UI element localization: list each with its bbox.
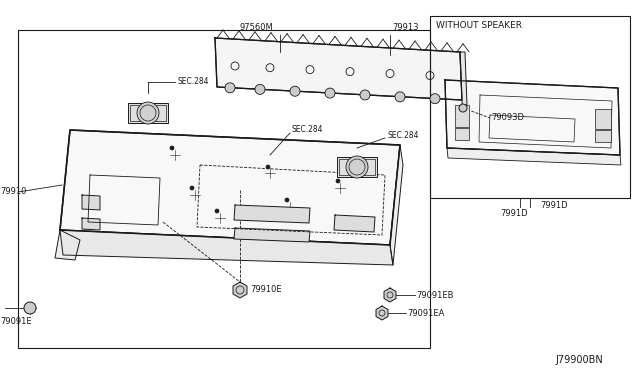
Polygon shape <box>82 195 100 210</box>
Polygon shape <box>334 215 375 232</box>
Bar <box>595 109 611 129</box>
Polygon shape <box>60 230 393 265</box>
Polygon shape <box>233 282 247 298</box>
Bar <box>595 130 611 142</box>
Circle shape <box>225 83 235 93</box>
Polygon shape <box>60 130 400 245</box>
Circle shape <box>336 179 340 183</box>
Circle shape <box>255 84 265 94</box>
Circle shape <box>395 92 405 102</box>
Text: SEC.284: SEC.284 <box>387 131 419 141</box>
Polygon shape <box>82 218 100 230</box>
Polygon shape <box>234 228 310 242</box>
Text: 79913: 79913 <box>392 22 419 32</box>
Circle shape <box>24 302 36 314</box>
Text: 97560M: 97560M <box>240 22 274 32</box>
Circle shape <box>215 209 219 213</box>
Text: 7991D: 7991D <box>500 208 527 218</box>
Polygon shape <box>445 80 620 155</box>
Polygon shape <box>384 288 396 302</box>
Circle shape <box>170 146 174 150</box>
Text: J79900BN: J79900BN <box>555 355 603 365</box>
Text: 79091E: 79091E <box>0 317 31 326</box>
Text: 79091EB: 79091EB <box>416 291 454 299</box>
Text: 79093D: 79093D <box>491 113 524 122</box>
Polygon shape <box>234 205 310 223</box>
Polygon shape <box>460 52 467 105</box>
Circle shape <box>290 86 300 96</box>
Bar <box>337 157 377 177</box>
Text: 79910E: 79910E <box>250 285 282 295</box>
Polygon shape <box>447 148 621 165</box>
Bar <box>130 105 166 121</box>
Circle shape <box>285 198 289 202</box>
Polygon shape <box>55 230 80 260</box>
Circle shape <box>266 165 270 169</box>
Polygon shape <box>390 145 403 265</box>
Circle shape <box>430 94 440 104</box>
Circle shape <box>137 102 159 124</box>
Text: 79910: 79910 <box>0 187 26 196</box>
Text: WITHOUT SPEAKER: WITHOUT SPEAKER <box>436 22 522 31</box>
Bar <box>430 16 630 198</box>
Text: SEC.284: SEC.284 <box>177 77 209 87</box>
Circle shape <box>325 88 335 98</box>
Bar <box>128 103 168 123</box>
Bar <box>455 105 469 127</box>
Polygon shape <box>215 38 462 100</box>
Circle shape <box>360 90 370 100</box>
Circle shape <box>190 186 194 190</box>
Text: SEC.284: SEC.284 <box>292 125 323 135</box>
Text: 79091EA: 79091EA <box>407 308 444 317</box>
Bar <box>339 159 375 175</box>
Circle shape <box>346 156 368 178</box>
Bar <box>18 30 430 348</box>
Circle shape <box>459 104 467 112</box>
Polygon shape <box>376 306 388 320</box>
Text: 7991D: 7991D <box>540 201 568 209</box>
Bar <box>455 128 469 140</box>
